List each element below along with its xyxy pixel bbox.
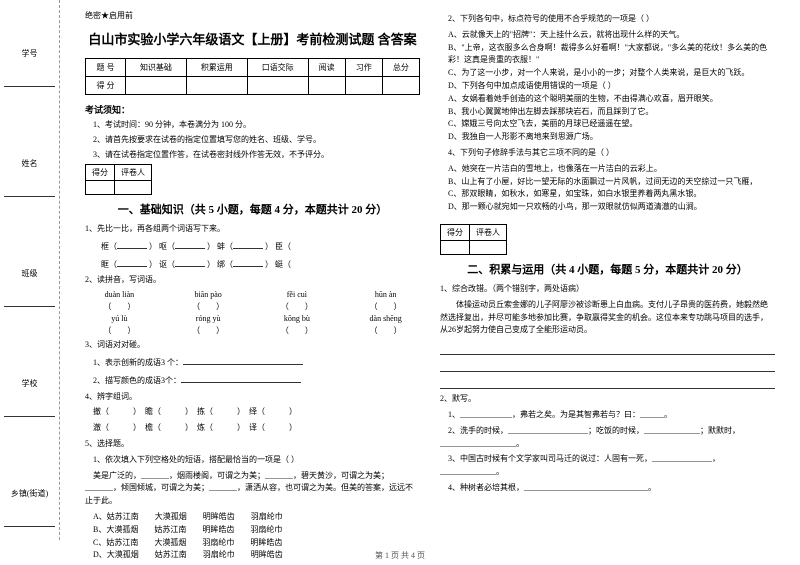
q1-row: 框（ ） 呕（ ） 蚌（ ） 臣（ bbox=[85, 239, 420, 254]
table-row: 题 号 知识基础 积累运用 口语交际 阅读 习作 总分 bbox=[86, 59, 420, 77]
p2-q2-stem: 2、默写。 bbox=[440, 393, 775, 406]
p2-q2-item: 1、_____________，弗若之矣。为是其智弗若与？曰：______。 bbox=[440, 409, 775, 422]
sb-label-2: 班级 bbox=[2, 268, 57, 279]
q5-stem: 5、选择题。 bbox=[85, 438, 420, 451]
table-row: 得 分 bbox=[86, 77, 420, 95]
q5-2-options: A、云就像天上的"招牌"：天上挂什么云，就将出现什么样的天气。 B、"上帝，这衣… bbox=[448, 29, 775, 93]
q4-row: 澈（ ） 檐（ ） 炼（ ） 译（ ） bbox=[85, 422, 420, 435]
sb-blank bbox=[4, 172, 55, 197]
pinyin-row: yú lùróng yùkōng bùdàn shēng bbox=[85, 314, 420, 323]
content-area: 绝密★启用前 白山市实验小学六年级语文【上册】考前检测试题 含答案 题 号 知识… bbox=[60, 0, 800, 540]
score-box-2: 得分评卷人 bbox=[440, 224, 507, 255]
sb-label-3: 姓名 bbox=[2, 158, 57, 169]
q5-4: 4、下列句子修辞手法与其它三项不同的是（ ） bbox=[440, 147, 775, 160]
exam-title: 白山市实验小学六年级语文【上册】考前检测试题 含答案 bbox=[85, 29, 420, 48]
q2-stem: 2、读拼音，写词语。 bbox=[85, 274, 420, 287]
sb-label-0: 乡镇(街道) bbox=[2, 488, 57, 499]
q4-stem: 4、辨字组词。 bbox=[85, 391, 420, 404]
q5-1-text: 美是广泛的，_______，烟雨楼阁，可谓之为美；_______，碧天黄沙，可谓… bbox=[85, 470, 420, 508]
p2-q1-text: 体操运动员丘索金娜的儿子阿廖沙被诊断患上白血病。支付儿子昂贵的医药费，她毅然绝然… bbox=[440, 299, 775, 337]
q5-1: 1、依次填入下列空格处的短语，搭配最恰当的一项是（ ） bbox=[85, 454, 420, 467]
answer-lines bbox=[440, 341, 775, 389]
notice-item: 3、请在试卷指定位置作答，在试卷密封线外作答无效，不予评分。 bbox=[85, 149, 420, 161]
q1-stem: 1、先比一比，再各组两个词语写下来。 bbox=[85, 223, 420, 236]
pinyin-row: duàn liànbiān pàofěi cuìhūn àn bbox=[85, 290, 420, 299]
p2-q2-item: 4、种树者必培其根，______________________________… bbox=[440, 482, 775, 495]
secrecy-mark: 绝密★启用前 bbox=[85, 10, 420, 21]
q3-line: 2、描写颜色的成语3个： bbox=[85, 373, 420, 388]
answer-row: （ ）（ ）（ ）（ ） bbox=[85, 301, 420, 312]
notice-item: 1、考试时间：90 分钟，本卷满分为 100 分。 bbox=[85, 119, 420, 131]
left-column: 绝密★启用前 白山市实验小学六年级语文【上册】考前检测试题 含答案 题 号 知识… bbox=[75, 10, 430, 535]
sb-blank bbox=[4, 502, 55, 527]
page-footer: 第 1 页 共 4 页 bbox=[0, 550, 800, 561]
sb-blank bbox=[4, 62, 55, 87]
sb-label-4: 学号 bbox=[2, 48, 57, 59]
q3-line: 1、表示创新的成语3 个： bbox=[85, 355, 420, 370]
notice-heading: 考试须知： bbox=[85, 103, 420, 116]
sb-blank bbox=[4, 392, 55, 417]
p2-q2-item: 2、洗手的时候，____________________；吃饭的时候，_____… bbox=[440, 425, 775, 451]
q1-row: 眶（ ） 讴（ ） 绑（ ） 蜓（ bbox=[85, 257, 420, 272]
page: 乡镇(街道) 学校 班级 姓名 学号 绝密★启用前 白山市实验小学六年级语文【上… bbox=[0, 0, 800, 540]
sb-blank bbox=[4, 282, 55, 307]
q5-2: 2、下列各句中，标点符号的使用不合乎规范的一项是（ ） bbox=[440, 13, 775, 26]
q5-4-options: A、她突在一片洁白的雪地上，也像落在一片洁白的云彩上。 B、山上有了小屋，好比一… bbox=[448, 163, 775, 214]
q4-row: 撤（ ） 瞻（ ） 拣（ ） 绎（ ） bbox=[85, 406, 420, 419]
q3-stem: 3、词语对对碰。 bbox=[85, 339, 420, 352]
sb-label-1: 学校 bbox=[2, 378, 57, 389]
right-column: 2、下列各句中，标点符号的使用不合乎规范的一项是（ ） A、云就像天上的"招牌"… bbox=[430, 10, 785, 535]
answer-row: （ ）（ ）（ ）（ ） bbox=[85, 325, 420, 336]
p2-q2-item: 3、中国古时候有个文学家叫司马迁的说过：人固有一死，______________… bbox=[440, 453, 775, 479]
q5-3-options: A、女娲看着她手创造的这个聪明美丽的生物，不由得满心欢喜，眉开眼笑。 B、我小心… bbox=[448, 93, 775, 144]
score-table: 题 号 知识基础 积累运用 口语交际 阅读 习作 总分 得 分 bbox=[85, 58, 420, 95]
notice-item: 2、请首先按要求在试卷的指定位置填写您的姓名、班级、学号。 bbox=[85, 134, 420, 146]
p2-q1-stem: 1、综合改错。（两个错别字，两处语病） bbox=[440, 283, 775, 296]
section2-title: 二、积累与运用（共 4 小题，每题 5 分，本题共计 20 分） bbox=[440, 261, 775, 277]
score-box: 得分评卷人 bbox=[85, 164, 152, 195]
binding-sidebar: 乡镇(街道) 学校 班级 姓名 学号 bbox=[0, 0, 60, 540]
section1-title: 一、基础知识（共 5 小题，每题 4 分，本题共计 20 分） bbox=[85, 201, 420, 217]
